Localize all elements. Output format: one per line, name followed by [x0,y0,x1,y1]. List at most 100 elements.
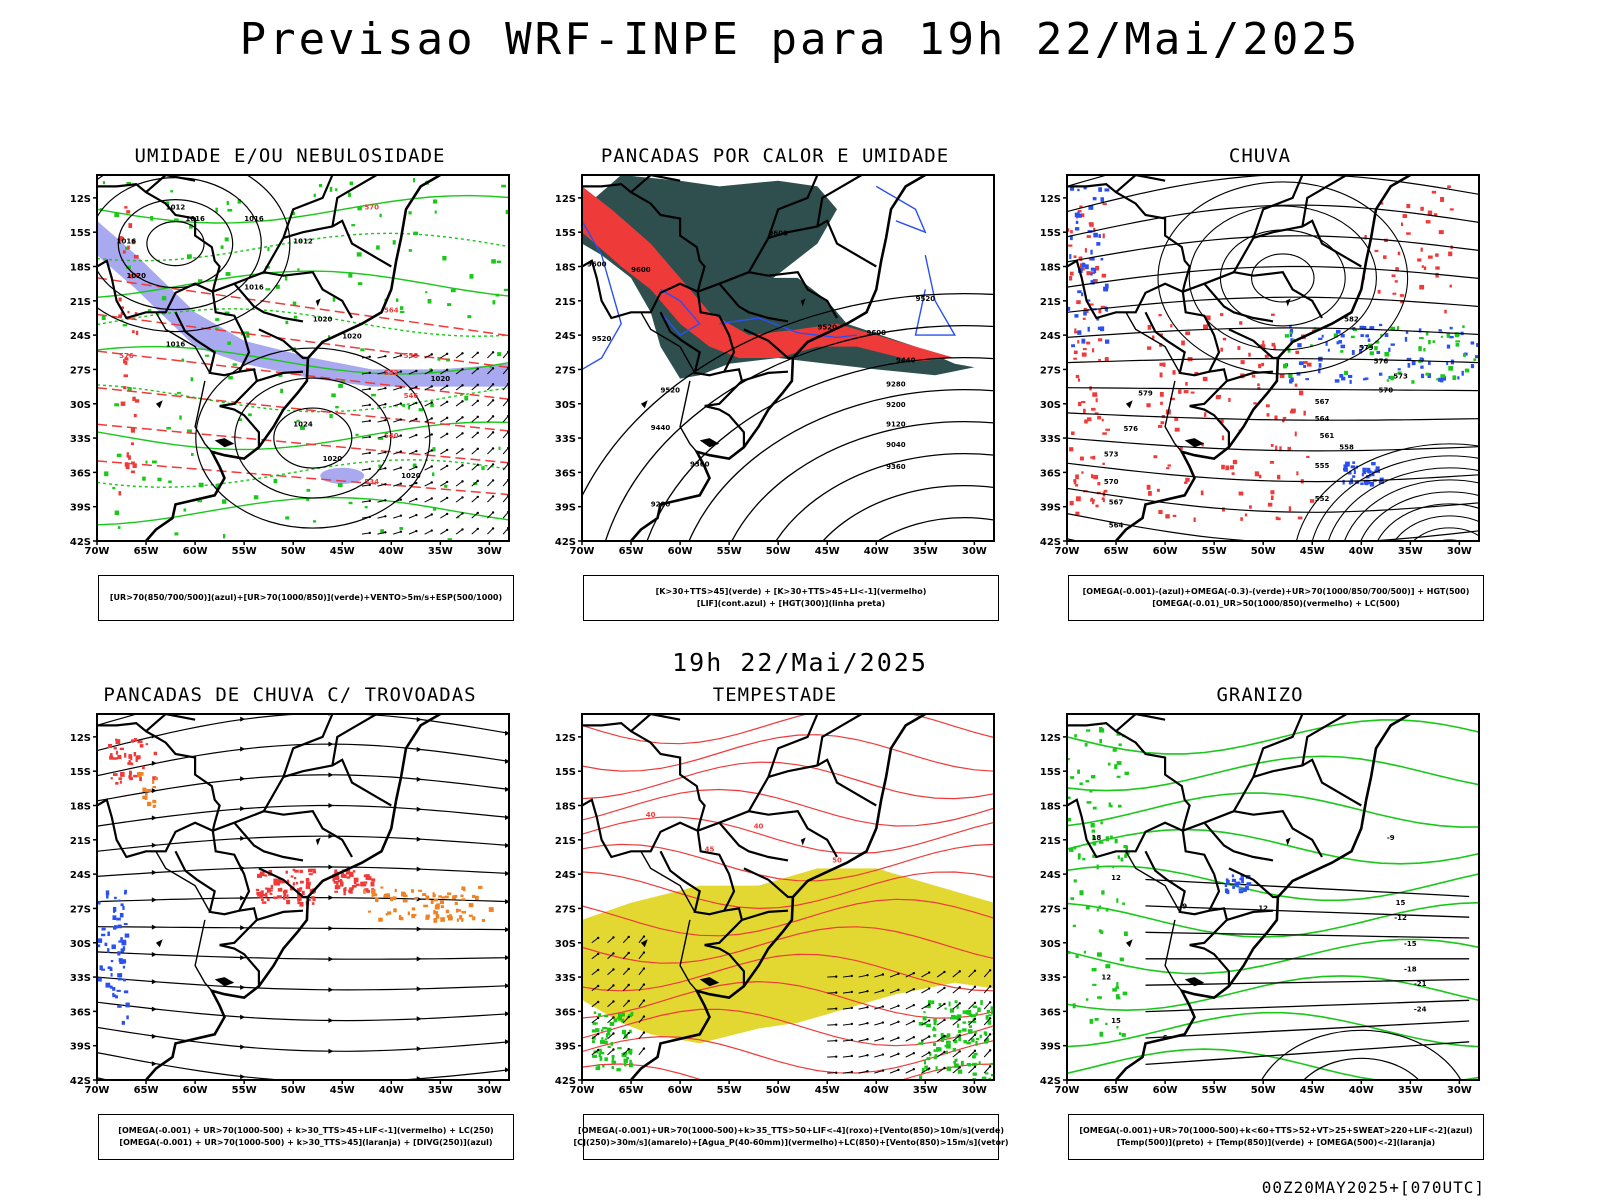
temp-500-contour [1145,999,1470,1013]
wind-850-area [629,1062,633,1068]
lat-tick-label: 24S [70,870,91,881]
wind-vector [424,417,432,423]
contour-label: 567 [1109,498,1124,506]
contour-label: 552 [384,369,399,377]
wind-850-area [940,1032,944,1038]
streamline [97,976,509,991]
storm-area [293,876,297,880]
lon-tick-label: 70W [85,546,110,557]
humidity-speckle [447,538,453,541]
country-border [174,291,251,377]
omega-area [1083,186,1087,190]
wind-vector-head [627,1047,630,1051]
wind-vector [921,972,930,978]
streamline-arrow [151,815,157,821]
lon-tick-label: 65W [619,546,644,557]
rain-area [1420,247,1423,252]
wind-850-area [621,1018,625,1023]
wind-vector [408,482,417,487]
convergence-area [448,914,452,918]
humidity-speckle [222,534,226,539]
omega-strong-area [1384,351,1390,357]
convergence-area [451,896,457,900]
temp-850-contour [1067,938,1479,975]
wind-vector-head [866,1038,869,1041]
rain-area [1148,490,1152,496]
streamline [1067,462,1479,483]
wind-vector [393,467,402,471]
storm-area [312,870,317,874]
humidity-speckle [489,364,493,369]
omega-strong-area [1428,339,1431,345]
wind-vector-head [476,495,479,499]
wind-vector-head [596,984,600,988]
wind-vector-head [384,435,387,438]
country-border [1067,183,1191,292]
rain-area [1419,284,1425,290]
wind-vector-head [461,512,464,515]
humidity-speckle [408,211,412,215]
storm-area [340,881,344,887]
divergence-area [104,942,108,947]
wind-vector-head [596,936,600,940]
wind-850-area [617,1047,622,1050]
wind-850-area [921,1068,925,1073]
wind-850-area [933,1049,939,1052]
wind-vector [440,497,448,503]
convergence-area [430,900,434,904]
hail-area [1232,886,1235,889]
country-border [233,282,304,323]
wind-850-area [980,1000,983,1005]
rain-area [1098,309,1102,314]
streamline-850 [582,1008,994,1047]
wind-850-area [952,1047,956,1052]
rain-area [1074,331,1080,334]
wind-850-area [990,1062,994,1065]
lifted-index-contour [582,220,622,371]
contour-label: 555 [1315,462,1330,470]
wind-vector [968,1050,976,1058]
contour-label: 570 [364,203,379,211]
river [640,311,696,374]
omega-area [1470,364,1475,369]
omega-area [1438,377,1443,382]
convergence-area [148,801,152,807]
divergence-area [117,951,121,956]
lake [155,939,163,948]
omega-strong-area [1419,336,1424,340]
temp-850-detail [1118,1032,1122,1036]
storm-area [299,887,303,890]
streamline-arrow [328,803,334,809]
wind-vector-head [491,383,495,386]
humidity-speckle [215,207,218,213]
rain-area [1089,303,1094,306]
wind-vector-head [476,383,479,387]
wind-vector-head [415,465,418,469]
lon-tick-label: 60W [183,1085,208,1096]
rain-area [1102,498,1105,503]
rain-area [1158,313,1162,317]
humidity-contour [97,384,509,413]
omega-area [1368,470,1372,473]
wind-vector [591,937,599,944]
humidity-speckle [116,453,122,458]
wind-vector-head [927,1067,931,1070]
streamline-850 [582,926,994,964]
convergence-area [460,894,464,898]
wind-vector [638,936,645,944]
lat-tick-label: 15S [555,767,576,778]
contour-label: 1020 [323,455,343,463]
wind-vector [424,466,432,471]
wind-vector-head [415,513,418,517]
contour-line [117,199,234,289]
wind-vector [952,1051,961,1058]
humidity-speckle [407,405,411,410]
streamline-arrow [240,895,246,901]
height-contour [688,389,994,541]
country-border [256,909,304,921]
wind-vector [487,400,494,407]
lon-tick-label: 50W [766,546,791,557]
lon-tick-label: 55W [1202,546,1227,557]
reservoir [800,298,806,307]
storm-area [305,884,311,889]
